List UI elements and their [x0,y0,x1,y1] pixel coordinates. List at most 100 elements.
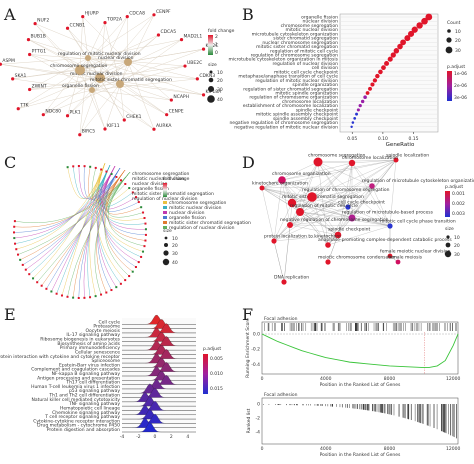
panel-e-category-label: Protein digestion and absorption [47,427,120,433]
panel-e-ridge [122,422,196,433]
panel-c-size-title: size [163,228,172,234]
panel-d-color-bar [445,191,450,217]
panel-a-gene-label: TTK [19,103,29,109]
panel-c-size-dot [164,243,168,247]
panel-e-ridge [122,383,196,394]
panel-a-fold-tick: 2 [215,34,218,40]
panel-a-gene-node [179,38,184,42]
panel-c-gene-tile [110,289,113,292]
panel-d-node [325,259,331,265]
panel-c-gene-tile [142,211,145,214]
panel-d-node-label: regulation of mitotic cell cycle [290,203,358,209]
panel-a-gene-node [26,38,31,42]
panel-b-color-tick: 2e-06 [454,83,467,89]
panel-d-node [325,242,331,248]
panel-e-ridge [122,374,196,385]
panel-d-edge [261,187,275,242]
panel-c-gene-tile [142,250,145,253]
panel-a-gene-node [156,33,161,37]
panel-c-legend-swatch [163,201,167,204]
panel-d-edge [281,179,313,198]
panel-d-color-title: p.adjust [445,184,463,190]
panel-d-edge [317,159,397,163]
panel-e-category-label: Th17 cell differentiation [65,380,120,386]
panel-d-node [271,238,277,244]
panel-a-gene-label: PTTG1 [32,48,47,54]
panel-a-edge [12,69,81,80]
panel-c-chord [14,169,126,228]
panel-c-legend-swatch [163,221,167,224]
panel-a-gene-label: NDC80 [45,109,61,115]
panel-c-legend-title: fold change [163,176,190,182]
panel-a-term-node [116,80,124,88]
panel-a-gene-label: CDCA8 [129,11,145,17]
panel-d-edge [327,225,391,246]
panel-d-node [369,183,375,189]
panel-d-edge [281,162,353,181]
panel-e-category-label: Cellular senescence [75,349,120,355]
panel-d-edge [281,159,397,181]
panel-d-edge [347,206,391,227]
panel-d-edge [273,234,339,242]
panel-e-ridge [122,400,196,411]
panel-e-ridge [122,396,196,407]
panel-d-legend: p.adjust 0.001 0.002 0.003 size 10 20 30 [444,184,465,258]
panel-d-node-label: chromosome segregation [308,153,366,159]
panel-e-ridge [122,362,196,372]
panel-a-edge [91,89,172,101]
panel-d-node-label: meiotic chromosome condensation [318,254,397,260]
panel-a-fold-tick: 1 [215,42,218,48]
panel-d-node [387,223,393,229]
panel-d-edge [299,211,329,246]
panel-b-category-label: mitotic nuclear division [285,27,338,33]
panel-a-gene-node [183,64,187,68]
panel-f-top-ytick: -0.4 [251,362,260,368]
panel-e-category-label: Ribosome biogenesis in eukaryotes [40,337,120,343]
panel-b-category-label: mitotic cell cycle checkpoint [274,69,338,75]
panel-c-legend-swatch [163,226,167,229]
panel-e-ridge [122,323,196,334]
panel-e-ridge [122,353,196,364]
panel-d-edge [311,196,349,208]
panel-d-edge [273,202,293,242]
panel-d-node-label: regulation of microtubule cytoskeleton o… [362,178,474,184]
panel-d-node-label: protein localization to kinetochore [264,233,341,239]
panel-a-edge [18,89,93,109]
panel-b-count-dot [447,29,451,33]
panel-d-node-label: DNA replication [274,274,309,280]
panel-d-edge [273,224,291,242]
panel-f-top-title: Focal adhesion [264,316,298,322]
panel-a-gene-node [28,87,32,92]
panel-a-edge [99,77,167,115]
panel-b-count-tick: 30 [455,48,461,54]
panel-a-edge [127,48,204,63]
panel-c-size-tick: 30 [172,251,178,257]
panel-a-edge [87,57,167,115]
panel-a-gene-node [195,77,199,81]
panel-a-edge [79,69,198,80]
panel-d: D spindle localization chromosome segrega… [242,153,474,285]
panel-a-edge [99,22,106,79]
panel-e-ridge [122,418,196,428]
panel-b-category-label: establishment of chromosome localization [243,103,338,109]
panel-a-edge [28,39,89,59]
panel-d-node [287,198,297,208]
panel-c-size-tick: 10 [172,236,178,242]
panel-d-node [348,214,356,222]
panel-f-es-curve [261,333,459,368]
panel-c-gene-tile [124,182,127,185]
panel-a-edge [0,57,89,65]
panel-a-gene-label: ASPM [2,58,15,64]
panel-c-gene-tile [32,277,35,280]
panel-a-gene-node [0,62,2,66]
panel-f-top-ytick: -0.2 [251,347,260,353]
panel-d-node [278,176,286,184]
panel-e-xtick-label: -2 [136,434,141,440]
panel-d-edge [261,187,293,204]
panel-c-term-label: mitotic nuclear division [132,176,185,182]
panel-b-count-title: Count [447,20,461,26]
panel-d-node [296,208,304,216]
panel-e-ridge [122,405,196,415]
